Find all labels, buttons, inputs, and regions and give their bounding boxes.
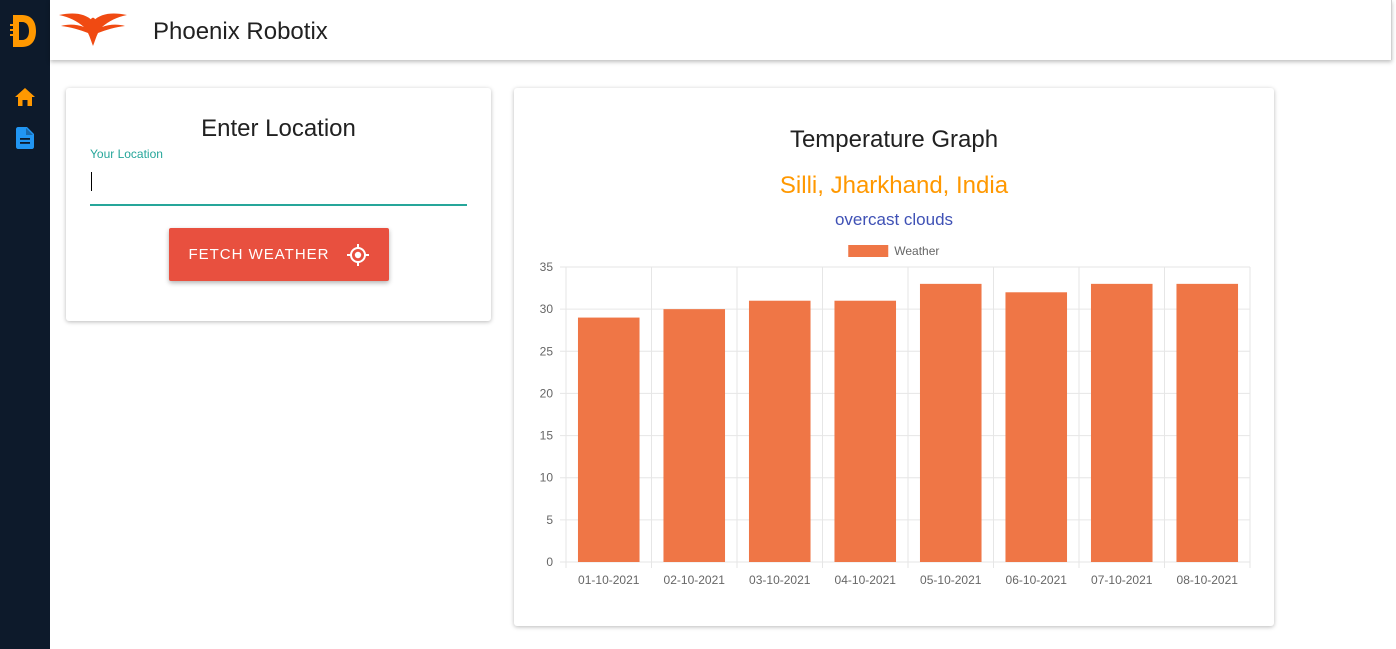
x-tick-label: 04-10-2021 xyxy=(835,573,897,587)
location-input-label: Your Location xyxy=(90,147,163,161)
home-icon[interactable] xyxy=(14,87,36,107)
x-tick-label: 05-10-2021 xyxy=(920,573,982,587)
y-tick-label: 35 xyxy=(540,260,554,274)
chart-bar xyxy=(577,317,640,562)
app-title: Phoenix Robotix xyxy=(153,18,328,45)
x-tick-label: 01-10-2021 xyxy=(578,573,640,587)
document-icon[interactable] xyxy=(16,127,34,149)
x-tick-label: 07-10-2021 xyxy=(1091,573,1153,587)
text-cursor xyxy=(91,172,92,191)
sidebar xyxy=(0,0,50,649)
chart-bar xyxy=(1005,292,1068,562)
x-tick-label: 08-10-2021 xyxy=(1177,573,1239,587)
top-app-bar: Phoenix Robotix xyxy=(50,0,1392,60)
y-tick-label: 0 xyxy=(546,555,553,569)
graph-title: Temperature Graph xyxy=(789,126,999,153)
location-name: Silli, Jharkhand, India xyxy=(779,172,1009,199)
temperature-graph-card: Temperature Graph Silli, Jharkhand, Indi… xyxy=(514,88,1274,626)
temperature-bar-chart: 0 5 10 15 20 25 30 35 01-10-2021 02-10-2021 03-10-… xyxy=(540,244,1251,587)
y-tick-label: 25 xyxy=(540,344,554,358)
legend-label: Weather xyxy=(894,244,939,258)
y-tick-label: 20 xyxy=(540,386,554,400)
chart-bar xyxy=(663,309,726,562)
chart-bar xyxy=(834,300,897,562)
chart-bar xyxy=(1176,283,1239,562)
gps-target-icon xyxy=(346,243,369,266)
phoenix-logo-icon xyxy=(59,13,127,47)
location-card: Enter Location Your Location FETCH WEATH… xyxy=(66,88,491,321)
legend-swatch xyxy=(848,245,889,257)
chart-bar xyxy=(919,283,982,562)
y-tick-label: 30 xyxy=(540,302,554,316)
weather-description: overcast clouds xyxy=(834,210,954,229)
y-tick-label: 10 xyxy=(540,471,554,485)
chart-bar xyxy=(748,300,811,562)
x-tick-label: 06-10-2021 xyxy=(1006,573,1068,587)
location-input[interactable] xyxy=(90,166,467,206)
location-card-title: Enter Location xyxy=(201,115,356,142)
y-tick-label: 5 xyxy=(546,513,553,527)
fetch-weather-label: FETCH WEATHER xyxy=(188,246,330,263)
x-tick-label: 02-10-2021 xyxy=(664,573,726,587)
x-tick-label: 03-10-2021 xyxy=(749,573,811,587)
fetch-weather-button[interactable]: FETCH WEATHER xyxy=(169,228,389,281)
brand-logo-icon xyxy=(10,15,36,47)
chart-bar xyxy=(1090,283,1153,562)
y-tick-label: 15 xyxy=(540,429,554,443)
